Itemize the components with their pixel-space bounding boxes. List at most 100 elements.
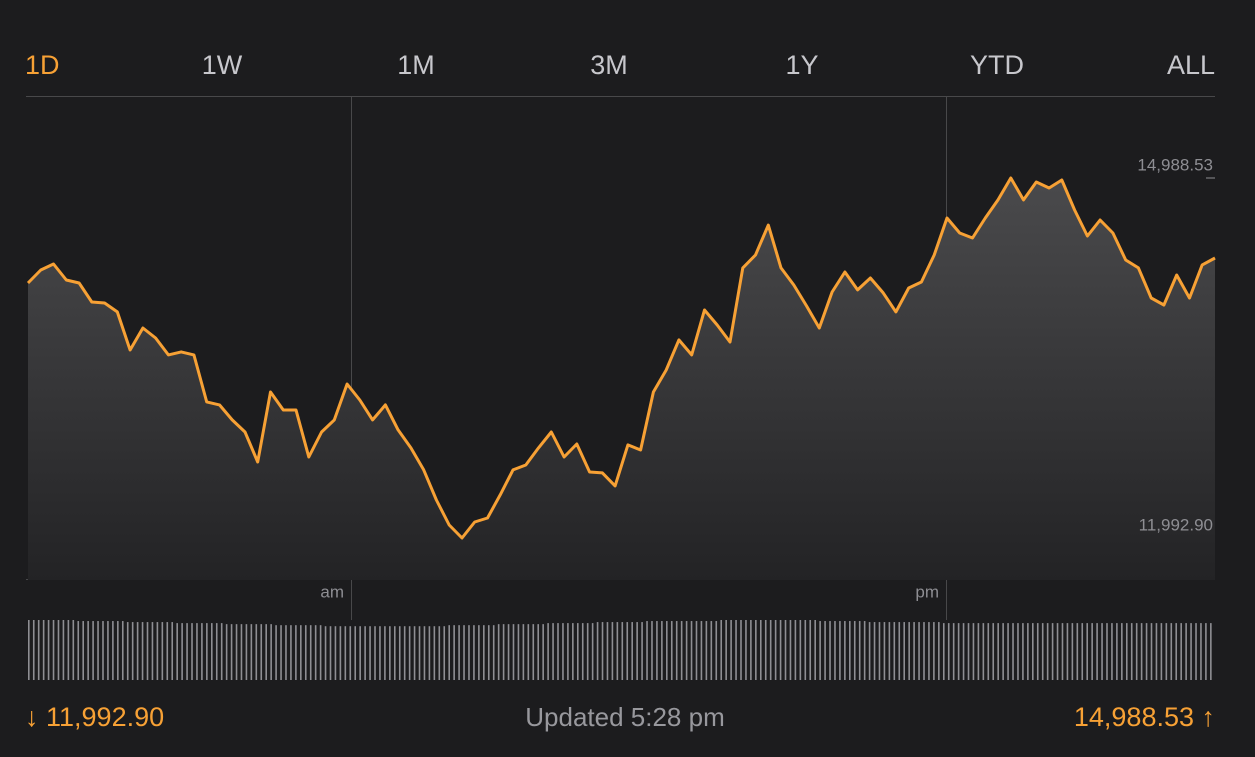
range-tab[interactable]: 1D <box>25 50 60 80</box>
volume-bar <box>230 624 233 680</box>
volume-bar <box>661 621 663 680</box>
volume-bar <box>740 620 742 680</box>
volume-bar <box>804 620 807 680</box>
volume-bar <box>97 621 99 680</box>
volume-bar <box>962 623 965 680</box>
volume-bar <box>631 622 633 680</box>
volume-bar <box>878 622 881 680</box>
volume-bar <box>537 624 540 680</box>
pm-label: pm <box>915 582 939 601</box>
volume-bar <box>314 625 317 680</box>
volume-bar <box>295 625 297 680</box>
volume-bar <box>1091 623 1093 680</box>
volume-bar <box>611 622 614 680</box>
volume-bar <box>384 626 386 680</box>
volume-bar <box>1036 623 1039 680</box>
volume-bar <box>938 622 940 680</box>
volume-bar <box>626 622 629 680</box>
volume-bar <box>141 622 144 680</box>
volume-bar <box>987 623 990 680</box>
volume-bar <box>883 622 886 680</box>
range-tab[interactable]: 1W <box>202 50 243 80</box>
range-tab[interactable]: 1Y <box>785 50 818 80</box>
volume-bar <box>334 626 337 680</box>
volume-bar <box>873 622 876 680</box>
volume-bar <box>260 624 263 680</box>
volume-bar <box>735 620 737 680</box>
volume-bar <box>62 620 65 680</box>
range-tab[interactable]: 1M <box>397 50 435 80</box>
volume-bar <box>196 623 198 680</box>
volume-bar <box>191 623 193 680</box>
volume-bar <box>942 623 945 680</box>
volume-bar <box>1150 623 1153 680</box>
volume-bar <box>186 623 188 680</box>
volume-bar <box>1210 623 1212 680</box>
volume-bar <box>868 622 871 680</box>
volume-bar <box>1111 623 1113 680</box>
range-tab[interactable]: YTD <box>970 50 1024 80</box>
volume-bar <box>903 622 906 680</box>
volume-bar <box>1002 623 1004 680</box>
volume-bar <box>270 624 272 680</box>
volume-bar <box>581 623 584 680</box>
volume-bar <box>923 622 925 680</box>
volume-bar <box>428 626 431 680</box>
range-tab[interactable]: 3M <box>590 50 628 80</box>
volume-bar <box>290 625 292 680</box>
volume-bar <box>809 620 812 680</box>
volume-bar <box>928 622 930 680</box>
volume-bar <box>112 621 114 680</box>
volume-bar <box>161 622 164 680</box>
volume-bar <box>567 623 569 680</box>
volume-bar <box>562 623 564 680</box>
volume-bar <box>42 620 45 680</box>
volume-bar <box>1130 623 1133 680</box>
volume-bar <box>82 621 84 680</box>
volume-bar <box>176 623 178 680</box>
volume-bar <box>517 624 520 680</box>
volume-bar <box>379 626 381 680</box>
volume-bar <box>364 626 366 680</box>
volume-bar <box>478 625 480 680</box>
volume-bar <box>774 620 777 680</box>
volume-bar <box>393 626 396 680</box>
volume-bar <box>651 621 653 680</box>
volume-bar <box>572 623 574 680</box>
volume-bar <box>933 622 935 680</box>
volume-bar <box>1125 623 1128 680</box>
volume-bar <box>839 621 841 680</box>
volume-bar <box>834 621 836 680</box>
volume-bar <box>690 621 693 680</box>
volume-bar <box>725 620 727 680</box>
volume-bar <box>616 622 619 680</box>
volume-bar <box>557 623 559 680</box>
volume-bar <box>408 626 411 680</box>
am-label: am <box>320 582 344 601</box>
volume-bar <box>156 622 159 680</box>
volume-bar <box>206 623 208 680</box>
volume-bar <box>398 626 401 680</box>
volume-bar <box>319 625 322 680</box>
volume-bar <box>181 623 183 680</box>
range-tab[interactable]: ALL <box>1167 50 1215 80</box>
volume-bar <box>1145 623 1148 680</box>
volume-bar <box>764 620 767 680</box>
volume-bar <box>527 624 530 680</box>
volume-bar <box>730 620 732 680</box>
volume-bar <box>344 626 347 680</box>
volume-bar <box>453 625 455 680</box>
volume-bar <box>1135 623 1138 680</box>
volume-bar <box>1012 623 1014 680</box>
volume-bar <box>1121 623 1123 680</box>
volume-bar <box>1071 623 1074 680</box>
volume-bar <box>215 623 218 680</box>
volume-bar <box>759 620 762 680</box>
volume-bar <box>497 624 500 680</box>
volume-bar <box>235 624 238 680</box>
volume-bar <box>522 624 525 680</box>
volume-bar <box>1180 623 1182 680</box>
volume-bar <box>250 624 253 680</box>
volume-bar <box>1076 623 1079 680</box>
